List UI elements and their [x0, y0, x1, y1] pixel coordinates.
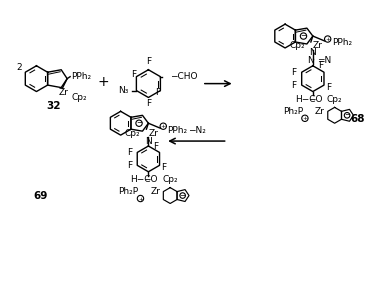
Text: H−C: H−C: [130, 175, 151, 184]
Text: +: +: [97, 75, 109, 89]
Text: Cp₂: Cp₂: [162, 175, 178, 184]
Text: Zr: Zr: [58, 88, 68, 97]
Text: H−C: H−C: [294, 95, 315, 104]
Text: F: F: [162, 163, 167, 172]
Text: F: F: [318, 61, 323, 70]
Text: PPh₂: PPh₂: [332, 38, 352, 47]
Text: Cp₂: Cp₂: [289, 41, 305, 50]
Text: +: +: [138, 197, 143, 202]
Text: −N₂: −N₂: [188, 126, 206, 135]
Text: −: −: [344, 112, 350, 118]
Text: Zr: Zr: [315, 107, 325, 116]
Text: F: F: [154, 141, 158, 151]
Text: 32: 32: [46, 102, 60, 111]
Text: F: F: [146, 99, 151, 108]
Text: −O: −O: [143, 175, 158, 184]
Text: Cp₂: Cp₂: [125, 129, 141, 138]
Text: N: N: [307, 56, 314, 65]
Text: F: F: [127, 161, 132, 170]
Text: Ph₂P: Ph₂P: [118, 187, 138, 196]
Text: N: N: [309, 49, 316, 57]
Text: F: F: [155, 88, 160, 97]
Text: F: F: [291, 81, 297, 90]
Text: Ph₂P: Ph₂P: [283, 107, 303, 116]
Text: N₃: N₃: [118, 86, 128, 95]
Text: +: +: [325, 37, 330, 42]
Text: F: F: [127, 148, 132, 157]
Text: F: F: [146, 57, 151, 66]
Text: =N: =N: [317, 56, 331, 65]
Text: −O: −O: [307, 95, 322, 104]
Text: −CHO: −CHO: [170, 72, 198, 81]
Text: −: −: [136, 120, 142, 126]
Text: Cp₂: Cp₂: [71, 93, 87, 102]
Text: F: F: [131, 70, 136, 79]
Text: 2: 2: [17, 63, 22, 72]
Text: Cp₂: Cp₂: [327, 95, 342, 104]
Text: 68: 68: [350, 114, 365, 124]
Text: PPh₂: PPh₂: [167, 126, 187, 135]
Text: −: −: [301, 33, 306, 39]
Text: +: +: [161, 124, 166, 129]
Text: Zr: Zr: [149, 129, 158, 138]
Text: F: F: [326, 83, 331, 91]
Text: −: −: [180, 193, 185, 199]
Text: N: N: [145, 136, 152, 146]
Text: +: +: [302, 116, 307, 121]
Text: F: F: [291, 68, 297, 77]
Text: Zr: Zr: [150, 187, 160, 196]
Text: Zr: Zr: [313, 41, 323, 50]
Text: PPh₂: PPh₂: [71, 72, 91, 81]
Text: 69: 69: [33, 191, 48, 201]
